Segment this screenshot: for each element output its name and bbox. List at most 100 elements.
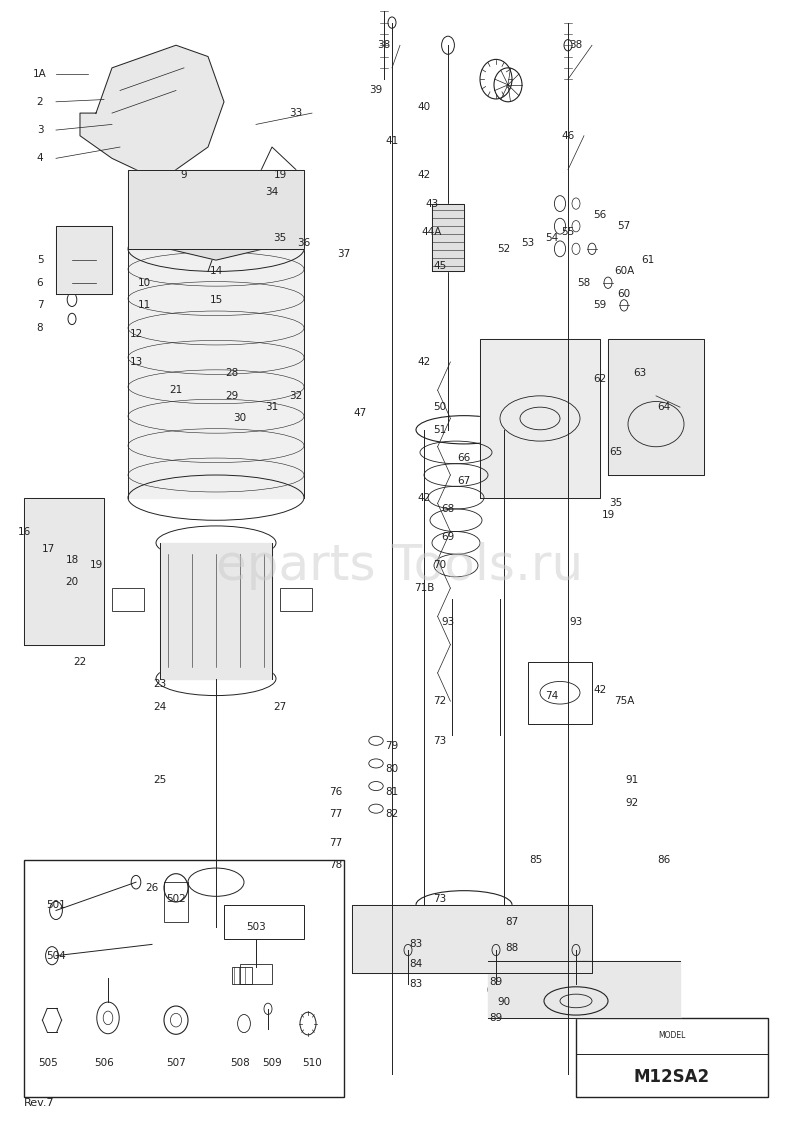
Text: 34: 34 — [266, 188, 278, 197]
Text: 15: 15 — [210, 295, 222, 304]
Text: 50: 50 — [434, 403, 446, 412]
Bar — [240, 964, 272, 984]
Polygon shape — [352, 905, 592, 973]
Text: 69: 69 — [442, 533, 454, 542]
Text: 42: 42 — [418, 357, 430, 366]
Text: 501: 501 — [46, 900, 66, 909]
Text: 89: 89 — [490, 1013, 502, 1022]
Polygon shape — [608, 339, 704, 475]
Text: 12: 12 — [130, 329, 142, 338]
Text: 42: 42 — [418, 171, 430, 180]
Text: 83: 83 — [410, 940, 422, 949]
Text: 79: 79 — [386, 742, 398, 751]
Polygon shape — [128, 249, 304, 498]
Polygon shape — [80, 45, 224, 181]
Bar — [32, 520, 52, 537]
Text: MODEL: MODEL — [658, 1030, 686, 1039]
Text: 28: 28 — [226, 369, 238, 378]
Text: 4: 4 — [37, 154, 43, 163]
Text: eparts Tools.ru: eparts Tools.ru — [217, 542, 583, 589]
Text: Rev.7: Rev.7 — [24, 1098, 54, 1107]
Text: 77: 77 — [330, 810, 342, 819]
Text: 53: 53 — [522, 239, 534, 248]
Text: 81: 81 — [386, 787, 398, 796]
Text: 60A: 60A — [614, 267, 634, 276]
Text: 13: 13 — [130, 357, 142, 366]
Text: 45: 45 — [434, 261, 446, 270]
Text: 5: 5 — [37, 256, 43, 265]
Text: 8: 8 — [37, 323, 43, 333]
Text: 18: 18 — [66, 555, 78, 564]
Text: 42: 42 — [594, 685, 606, 694]
Text: 505: 505 — [38, 1059, 58, 1068]
Text: 26: 26 — [146, 883, 158, 892]
Bar — [576, 1018, 768, 1097]
Text: 43: 43 — [426, 199, 438, 208]
Text: 19: 19 — [602, 510, 614, 519]
Text: 68: 68 — [442, 504, 454, 513]
Text: 14: 14 — [210, 267, 222, 276]
Text: 84: 84 — [410, 959, 422, 968]
Text: 27: 27 — [274, 702, 286, 711]
Text: 88: 88 — [506, 943, 518, 952]
Text: 73: 73 — [434, 895, 446, 904]
Text: 74: 74 — [546, 691, 558, 700]
Text: 25: 25 — [154, 776, 166, 785]
Text: 38: 38 — [570, 41, 582, 50]
Text: 21: 21 — [170, 386, 182, 395]
Bar — [112, 588, 144, 611]
Text: 17: 17 — [42, 544, 54, 553]
Text: M12SA2: M12SA2 — [634, 1069, 710, 1086]
Text: 36: 36 — [298, 239, 310, 248]
Bar — [232, 967, 252, 984]
Text: 59: 59 — [594, 301, 606, 310]
Text: 29: 29 — [226, 391, 238, 400]
Polygon shape — [128, 170, 304, 249]
Text: 90: 90 — [498, 998, 510, 1007]
Bar — [224, 905, 304, 939]
Text: 9: 9 — [181, 171, 187, 180]
Text: 508: 508 — [230, 1059, 250, 1068]
Text: 2: 2 — [37, 97, 43, 106]
Text: 22: 22 — [74, 657, 86, 666]
Text: 70: 70 — [434, 561, 446, 570]
Text: 19: 19 — [90, 561, 102, 570]
Text: 93: 93 — [570, 618, 582, 627]
Text: 506: 506 — [94, 1059, 114, 1068]
Text: 23: 23 — [154, 680, 166, 689]
Text: 62: 62 — [594, 374, 606, 383]
Bar — [528, 662, 592, 724]
Text: 51: 51 — [434, 425, 446, 434]
Bar — [280, 588, 312, 611]
Text: 76: 76 — [330, 787, 342, 796]
Text: 38: 38 — [378, 41, 390, 50]
Text: 93: 93 — [442, 618, 454, 627]
Text: 72: 72 — [434, 697, 446, 706]
Text: 64: 64 — [658, 403, 670, 412]
Text: 16: 16 — [18, 527, 30, 536]
Text: 52: 52 — [498, 244, 510, 253]
Text: 507: 507 — [166, 1059, 186, 1068]
Text: 87: 87 — [506, 917, 518, 926]
Bar — [48, 541, 64, 554]
Text: 509: 509 — [262, 1059, 282, 1068]
Polygon shape — [24, 498, 104, 645]
Polygon shape — [480, 339, 600, 498]
Text: 1A: 1A — [33, 69, 47, 78]
Text: 42: 42 — [418, 493, 430, 502]
Text: 30: 30 — [234, 414, 246, 423]
Text: 58: 58 — [578, 278, 590, 287]
Polygon shape — [144, 192, 288, 260]
Text: 6: 6 — [37, 278, 43, 287]
Text: 24: 24 — [154, 702, 166, 711]
Text: 67: 67 — [458, 476, 470, 485]
Text: 92: 92 — [626, 798, 638, 808]
Text: 3: 3 — [37, 126, 43, 135]
Text: 46: 46 — [562, 131, 574, 140]
Text: 91: 91 — [626, 776, 638, 785]
Text: 65: 65 — [610, 448, 622, 457]
Text: 35: 35 — [274, 233, 286, 242]
Text: 78: 78 — [330, 861, 342, 870]
Text: 39: 39 — [370, 86, 382, 95]
Polygon shape — [56, 226, 112, 294]
